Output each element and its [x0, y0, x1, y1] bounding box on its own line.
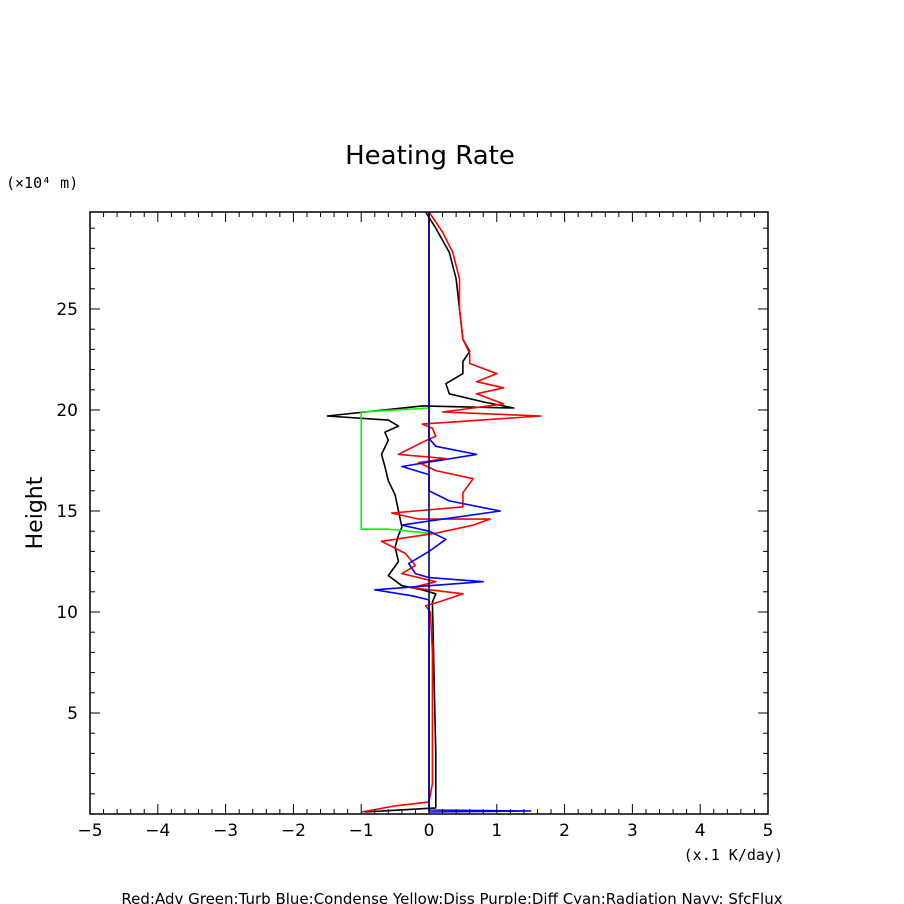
x-tick-label: −5 [77, 821, 102, 841]
x-tick-label: −4 [145, 821, 170, 841]
x-tick-label: −1 [349, 821, 374, 841]
plot-frame [89, 211, 769, 815]
y-tick-label: 25 [56, 300, 78, 320]
series-line-1 [361, 211, 542, 813]
chart-title: Heating Rate [345, 141, 515, 171]
x-tick-label: −2 [281, 821, 306, 841]
x-tick-label: 5 [763, 821, 774, 841]
x-tick-label: 3 [627, 821, 638, 841]
y-tick-label: 5 [67, 704, 78, 724]
y-axis-label: Height [23, 476, 48, 549]
y-tick-label: 15 [56, 502, 78, 522]
series-line-2 [360, 407, 430, 534]
x-tick-label: −3 [213, 821, 238, 841]
series-line-0 [326, 211, 515, 813]
y-tick-label: 10 [56, 603, 78, 623]
x-tick-label: 1 [491, 821, 502, 841]
legend-text: Red:Adv Green:Turb Blue:Condense Yellow:… [121, 890, 782, 904]
y-axis-unit: (×10⁴ m) [6, 174, 78, 192]
x-tick-label: 4 [695, 821, 706, 841]
x-tick-label: 0 [424, 821, 435, 841]
y-tick-label: 20 [56, 401, 78, 421]
x-axis-unit: (x.1 K/day) [684, 846, 783, 864]
tick-layer: −5 −4 −3 −2 −1 0 1 2 3 4 5 5 10 15 20 25 [56, 212, 773, 841]
series-line-3 [373, 212, 532, 813]
x-tick-label: 2 [559, 821, 570, 841]
series-layer [326, 211, 542, 813]
